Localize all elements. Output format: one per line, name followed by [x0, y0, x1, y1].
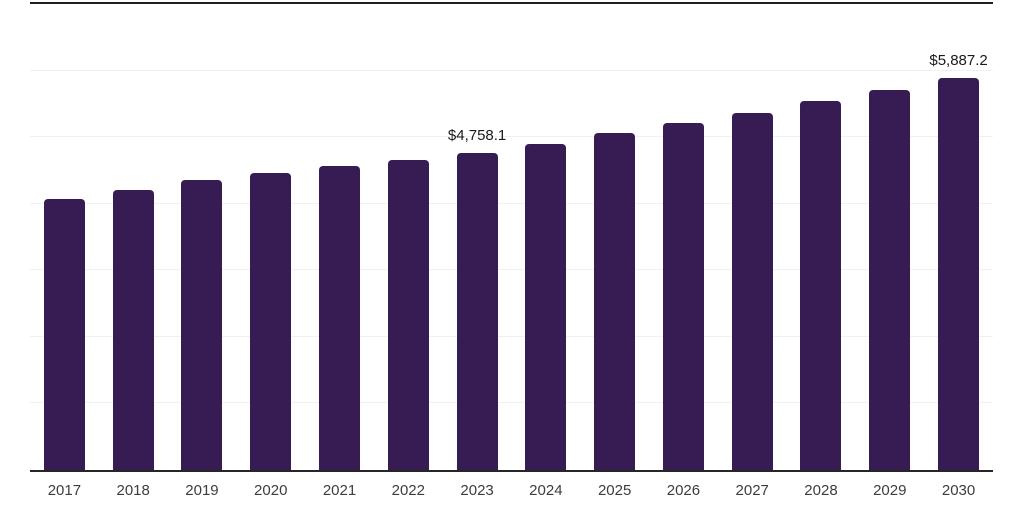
bar-slot-2026	[649, 4, 718, 470]
bar-slot-2030: $5,887.2	[924, 4, 993, 470]
bar-2023	[456, 153, 498, 470]
bar-slot-2029	[855, 4, 924, 470]
bar-2018	[112, 190, 154, 470]
bar-2029	[869, 89, 911, 470]
x-tick-2023: 2023	[460, 482, 494, 499]
bar-2020	[250, 173, 292, 470]
gridline-2000	[30, 335, 993, 337]
x-tick-2022: 2022	[391, 482, 425, 499]
gridline-4000	[30, 202, 993, 204]
x-axis-labels: 2017 2018 2019 2020 2021 2022 2023 2024 2025 2026…	[30, 482, 993, 499]
gridline-6000	[30, 69, 993, 71]
bars-row: $4,758.1 $5,887.2	[30, 4, 993, 470]
bar-slot-2027	[718, 4, 787, 470]
bar-slot-2024	[511, 4, 580, 470]
bar-slot-2018	[99, 4, 168, 470]
value-label-2030: $5,887.2	[929, 52, 988, 70]
x-tick-2030: 2030	[941, 482, 976, 499]
x-tick-2019: 2019	[185, 482, 219, 499]
gridline-3000	[30, 269, 993, 271]
x-tick-2018: 2018	[116, 482, 150, 499]
bar-2017	[43, 199, 85, 470]
x-tick-2029: 2029	[873, 482, 907, 499]
bar-2027	[731, 112, 773, 470]
x-tick-2017: 2017	[47, 482, 82, 499]
bar-2022	[387, 160, 429, 470]
x-tick-2026: 2026	[666, 482, 701, 499]
bar-slot-2020	[236, 4, 305, 470]
bar-2025	[594, 133, 636, 470]
x-tick-2027: 2027	[735, 482, 769, 499]
bar-2024	[525, 144, 567, 470]
bar-2019	[181, 180, 223, 470]
bar-slot-2025	[580, 4, 649, 470]
bar-slot-2017	[30, 4, 99, 470]
x-tick-2021: 2021	[322, 482, 357, 499]
x-tick-2024: 2024	[529, 482, 563, 499]
value-label-2023: $4,758.1	[447, 127, 507, 145]
bar-slot-2028	[787, 4, 856, 470]
bar-slot-2019	[168, 4, 237, 470]
x-tick-2028: 2028	[804, 482, 838, 499]
bar-2021	[319, 165, 361, 470]
x-tick-2020: 2020	[254, 482, 288, 499]
bar-slot-2023: $4,758.1	[443, 4, 512, 470]
plot-area: $4,758.1 $5,887.2	[30, 2, 993, 472]
gridline-5000	[30, 136, 993, 138]
gridline-1000	[30, 402, 993, 404]
bar-2028	[800, 100, 842, 470]
bar-2026	[662, 122, 704, 470]
bar-slot-2022	[374, 4, 443, 470]
x-tick-2025: 2025	[597, 482, 632, 499]
bar-slot-2021	[305, 4, 374, 470]
bar-2030	[938, 78, 980, 470]
